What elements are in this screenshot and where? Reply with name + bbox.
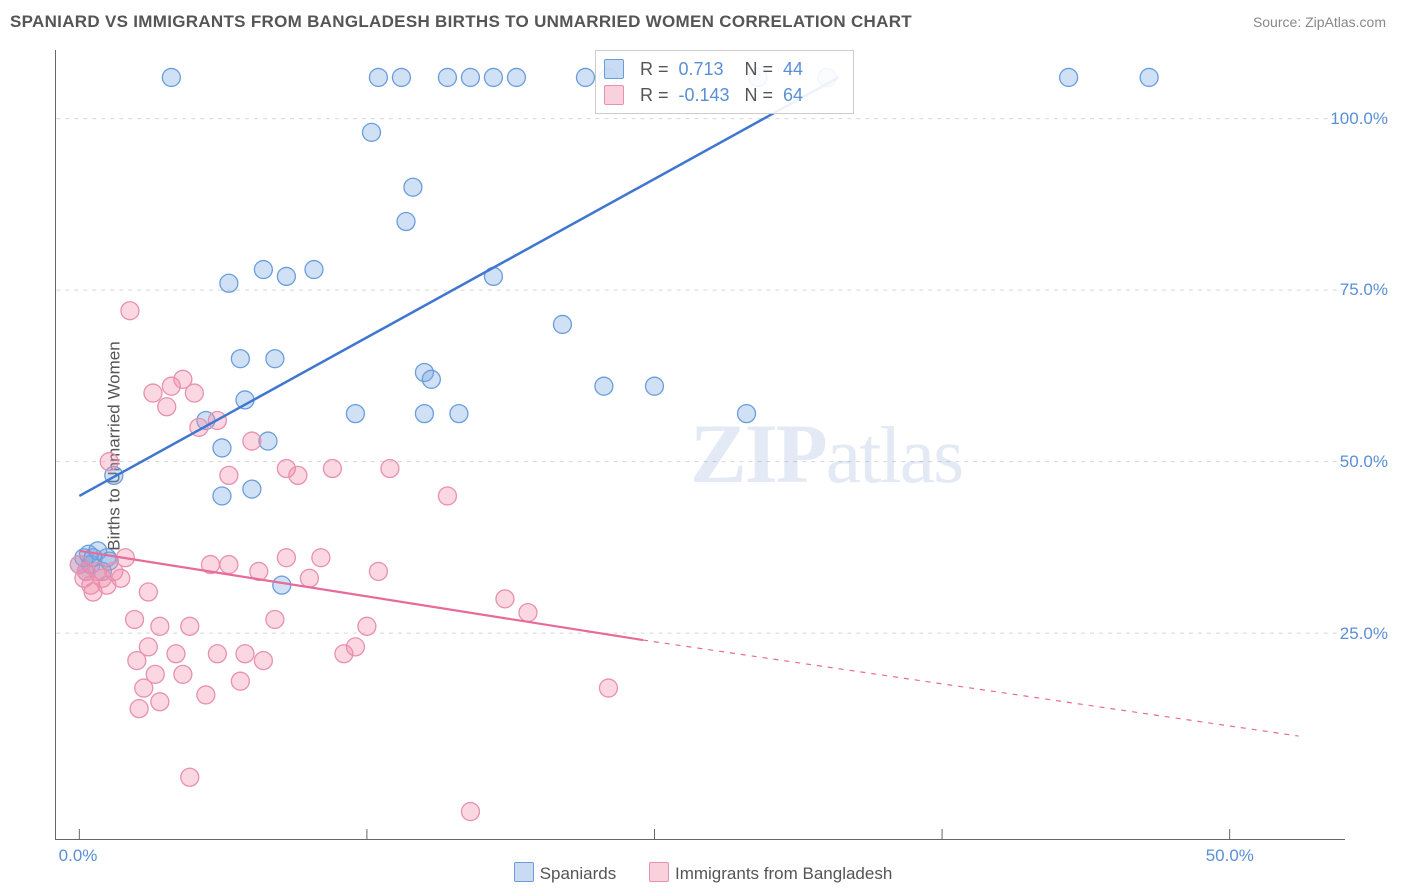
n-label: N = <box>745 56 774 82</box>
x-tick-label: 0.0% <box>59 846 98 866</box>
source-label: Source: ZipAtlas.com <box>1253 14 1386 30</box>
swatch-spaniards-icon <box>514 862 534 882</box>
x-tick-label: 50.0% <box>1206 846 1254 866</box>
plot-svg <box>56 50 1345 839</box>
plot-area <box>55 50 1345 840</box>
y-tick-label: 25.0% <box>1340 624 1388 644</box>
bottom-legend: Spaniards Immigrants from Bangladesh <box>0 862 1406 884</box>
legend-label-bangladesh: Immigrants from Bangladesh <box>675 864 892 883</box>
swatch-bangladesh-icon <box>649 862 669 882</box>
legend-item-spaniards: Spaniards <box>514 862 617 884</box>
y-tick-label: 50.0% <box>1340 452 1388 472</box>
legend-item-bangladesh: Immigrants from Bangladesh <box>649 862 892 884</box>
swatch-bangladesh-icon <box>604 85 624 105</box>
stats-row-spaniards: R = 0.713 N = 44 <box>604 56 839 82</box>
y-tick-label: 75.0% <box>1340 280 1388 300</box>
n-value-spaniards: 44 <box>783 56 839 82</box>
r-value-bangladesh: -0.143 <box>679 82 735 108</box>
r-label: R = <box>640 56 669 82</box>
swatch-spaniards-icon <box>604 59 624 79</box>
y-tick-label: 100.0% <box>1330 109 1388 129</box>
stats-legend-box: R = 0.713 N = 44 R = -0.143 N = 64 <box>595 50 854 114</box>
stats-row-bangladesh: R = -0.143 N = 64 <box>604 82 839 108</box>
chart-container: SPANIARD VS IMMIGRANTS FROM BANGLADESH B… <box>0 0 1406 892</box>
n-value-bangladesh: 64 <box>783 82 839 108</box>
r-value-spaniards: 0.713 <box>679 56 735 82</box>
chart-title: SPANIARD VS IMMIGRANTS FROM BANGLADESH B… <box>10 12 912 32</box>
n-label: N = <box>745 82 774 108</box>
r-label: R = <box>640 82 669 108</box>
legend-label-spaniards: Spaniards <box>540 864 617 883</box>
